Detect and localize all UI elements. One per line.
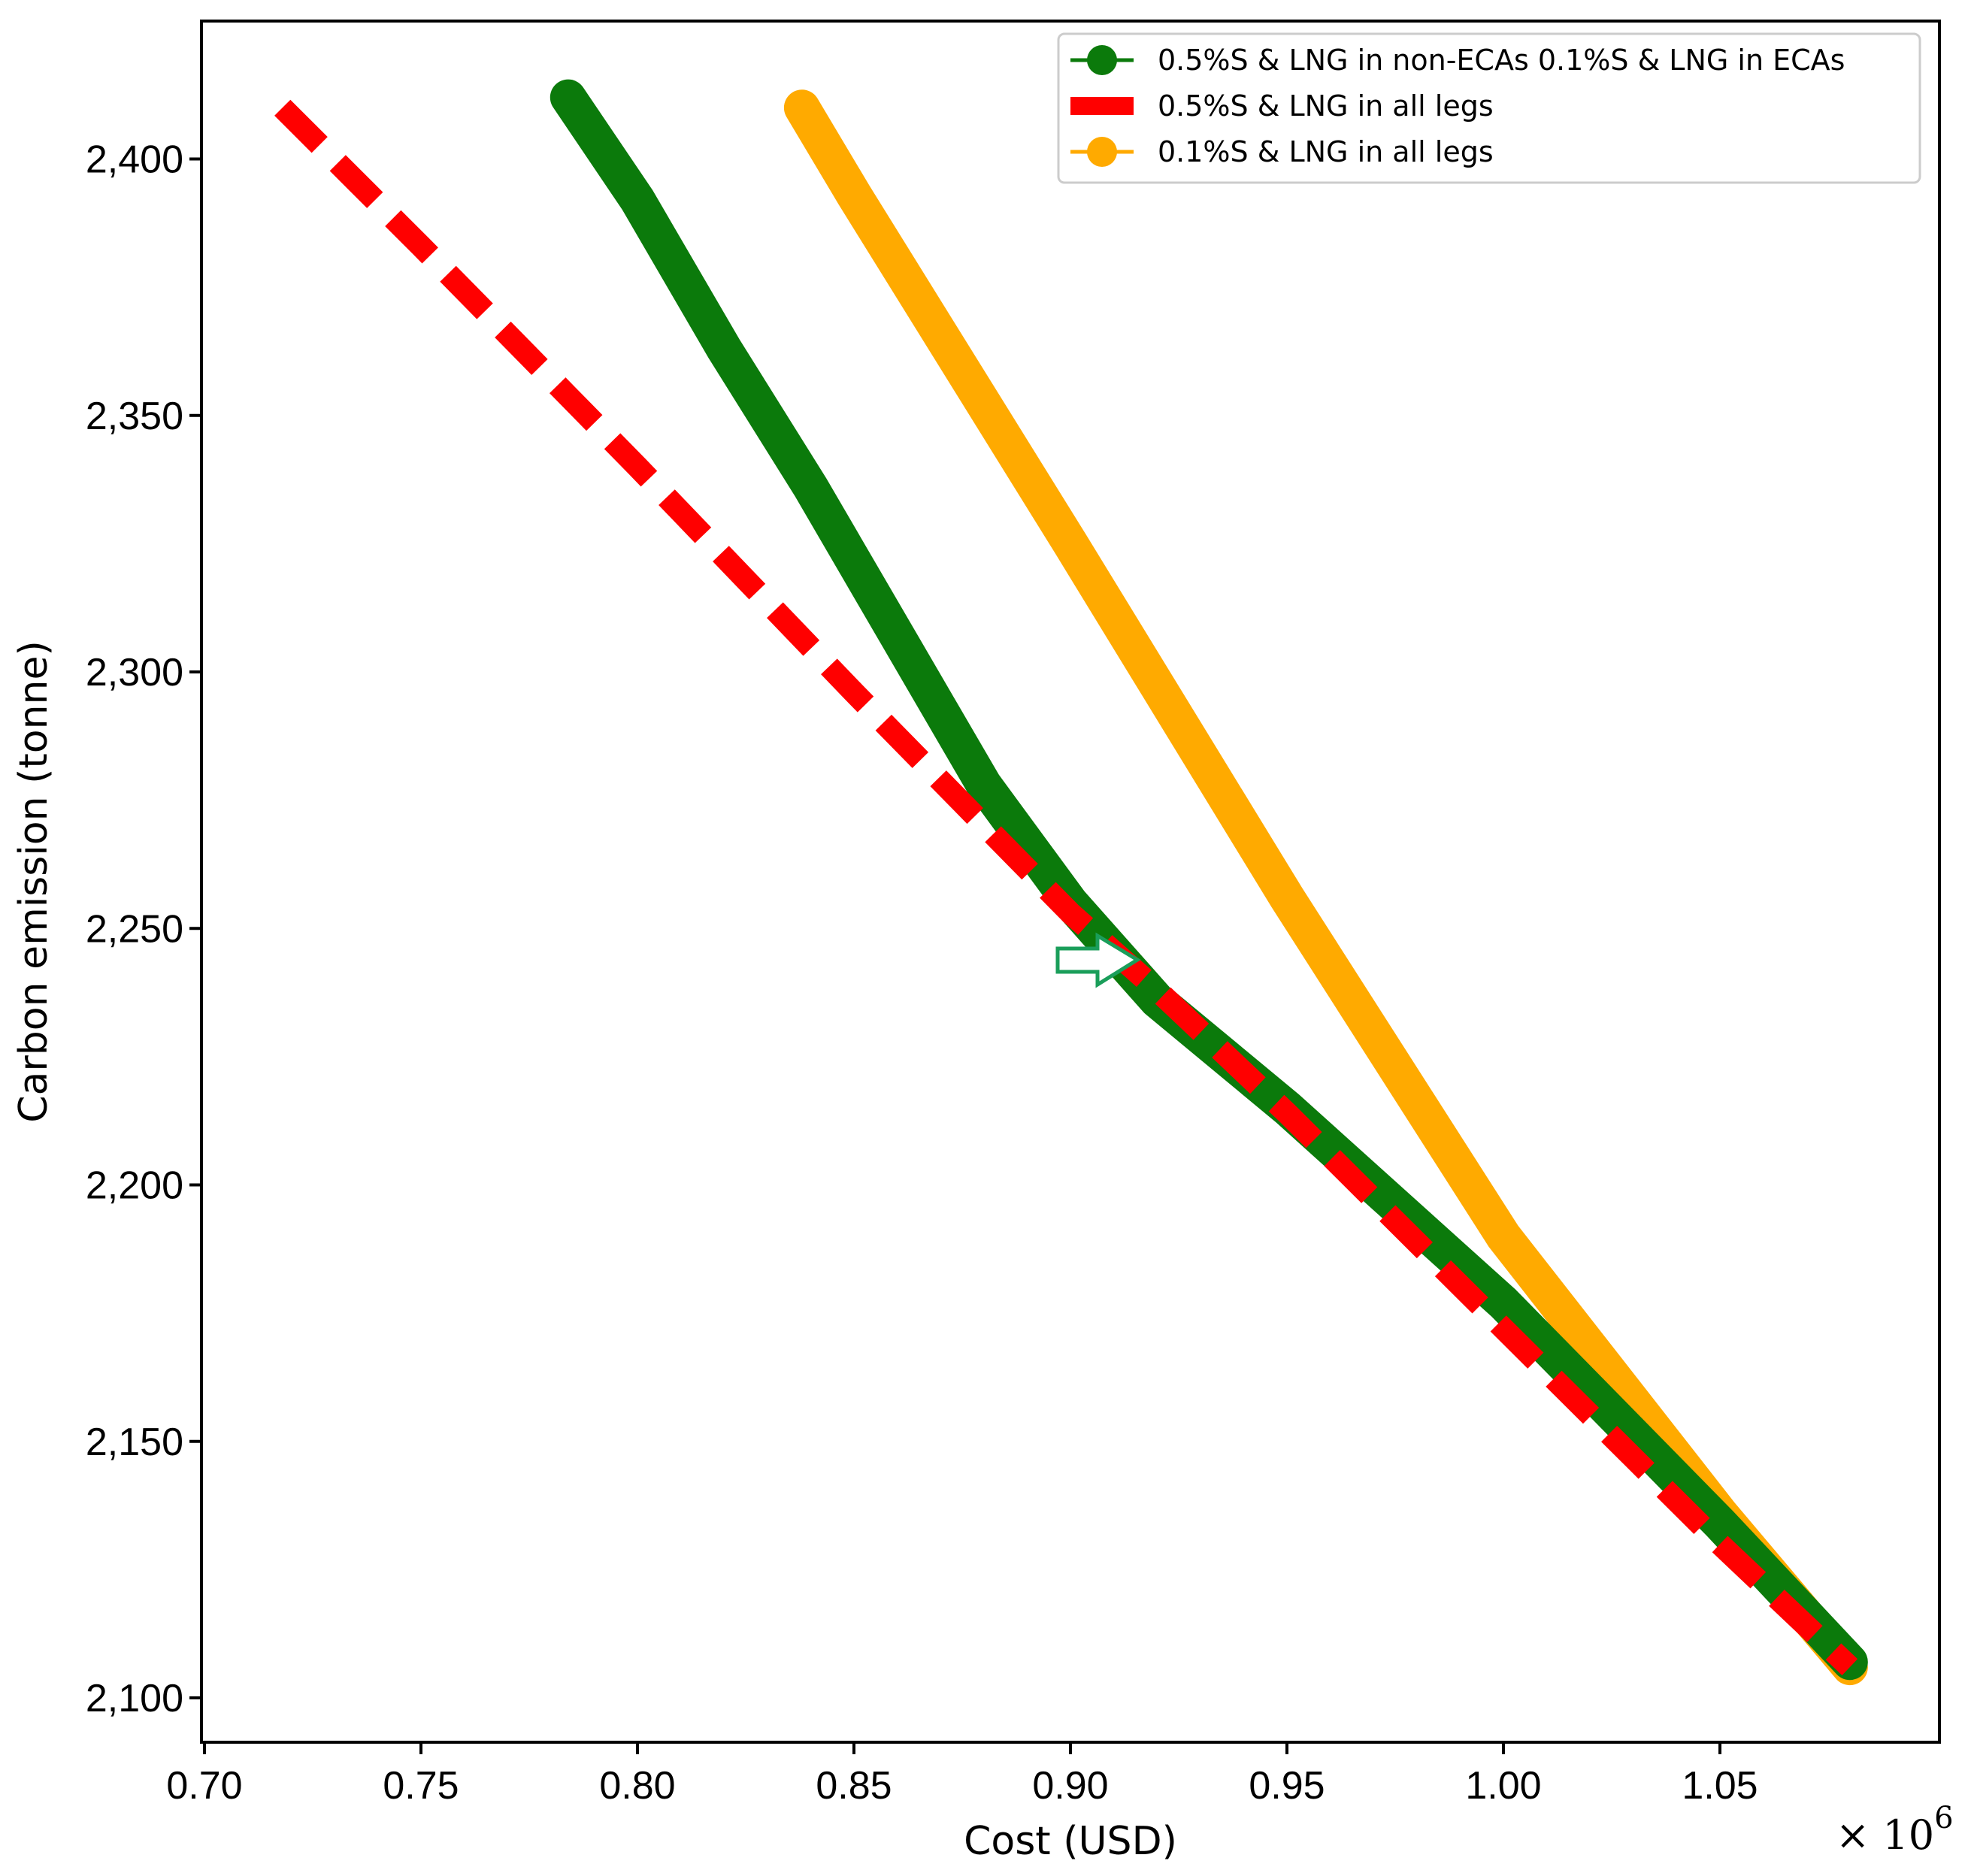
x-axis-ticks: 0.70 0.75 0.80 0.85 0.90 0.95 1.00 1.05 [166, 1742, 1758, 1808]
legend: 0.5%S & LNG in non-ECAs 0.1%S & LNG in E… [1057, 32, 1921, 184]
x-axis-multiplier: × 106 [1836, 1801, 1954, 1859]
x-axis-label: Cost (USD) [964, 1819, 1177, 1864]
y-tick-label: 2,400 [86, 138, 183, 182]
x-tick-label: 0.80 [599, 1764, 675, 1808]
series-line-2 [783, 89, 1868, 1686]
y-tick-label: 2,100 [86, 1677, 183, 1720]
x-tick-label: 0.70 [166, 1764, 242, 1808]
y-tick-label: 2,350 [86, 395, 183, 438]
legend-label: 0.5%S & LNG in non-ECAs 0.1%S & LNG in E… [1158, 44, 1845, 77]
legend-swatch-marker [1087, 137, 1117, 167]
x-axis-multiplier-base: × 10 [1836, 1811, 1934, 1859]
y-tick-label: 2,250 [86, 907, 183, 951]
legend-label: 0.1%S & LNG in all legs [1158, 135, 1494, 168]
annotation-arrow [1055, 932, 1141, 988]
y-tick-label: 2,300 [86, 651, 183, 694]
x-tick-label: 0.85 [816, 1764, 892, 1808]
x-tick-label: 0.90 [1032, 1764, 1108, 1808]
x-tick-label: 0.95 [1249, 1764, 1325, 1808]
plot-area [274, 79, 1868, 1686]
x-tick-label: 0.75 [383, 1764, 459, 1808]
y-axis-ticks: 2,100 2,150 2,200 2,250 2,300 2,350 2,400 [86, 138, 201, 1720]
x-tick-label: 1.05 [1682, 1764, 1758, 1808]
y-tick-label: 2,200 [86, 1164, 183, 1208]
series-line-0 [550, 79, 1868, 1681]
y-tick-label: 2,150 [86, 1421, 183, 1464]
legend-frame [1057, 32, 1921, 184]
x-tick-label: 1.00 [1465, 1764, 1541, 1808]
y-axis-label: Carbon emission (tonne) [11, 640, 56, 1123]
legend-label: 0.5%S & LNG in all legs [1158, 89, 1494, 123]
x-axis-multiplier-exponent: 6 [1934, 1801, 1953, 1835]
legend-swatch-marker [1087, 45, 1117, 75]
annotation-arrow-shape [1055, 932, 1141, 988]
